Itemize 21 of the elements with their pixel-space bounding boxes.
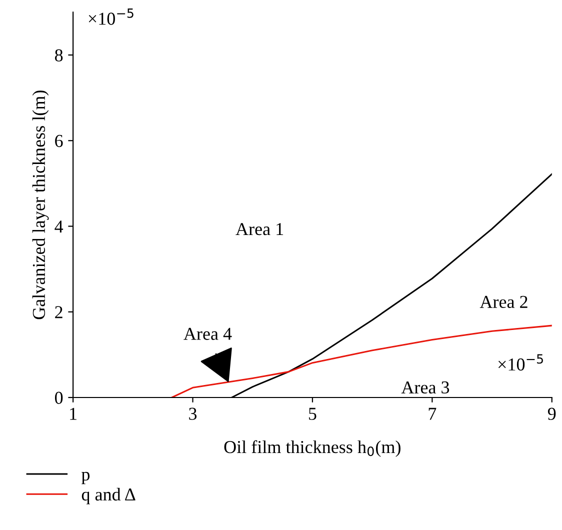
x-tick-label: 5	[309, 408, 316, 420]
y-tick-label: 0	[55, 392, 63, 404]
line-series	[171, 324, 552, 398]
y-tick-label: 8	[55, 49, 63, 62]
x-tick-label: 9	[548, 408, 556, 420]
y-tick-label: 6	[55, 134, 63, 148]
x-axis-title: Oil film thickness h$_{0}$(m)	[224, 440, 400, 457]
x-tick-label: 7	[428, 408, 436, 420]
x-tick-label: 3	[189, 408, 197, 420]
y-axis-title: Galvanized layer thickness l(m)	[32, 90, 49, 320]
y-tick-label: 4	[54, 220, 64, 233]
legend-label: p	[82, 472, 90, 484]
annotation: Area 4	[184, 328, 232, 340]
legend-label: q and Δ	[82, 488, 136, 504]
y-tick-label: 2	[55, 306, 62, 318]
annotation: Area 1	[236, 223, 284, 236]
annotation: Area 3	[401, 381, 450, 394]
annotation: Area 2	[480, 296, 528, 308]
x-tick-label: 1	[70, 408, 76, 420]
annotation: ×10$^{−5}$	[498, 354, 543, 371]
annotation: ×10$^{−5}$	[88, 8, 134, 25]
